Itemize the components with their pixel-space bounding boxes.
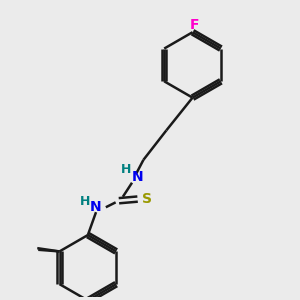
Text: N: N	[90, 200, 102, 214]
Text: S: S	[142, 192, 152, 206]
Text: N: N	[132, 170, 143, 184]
Text: H: H	[121, 163, 132, 176]
Text: F: F	[189, 18, 199, 32]
Text: H: H	[80, 195, 90, 208]
